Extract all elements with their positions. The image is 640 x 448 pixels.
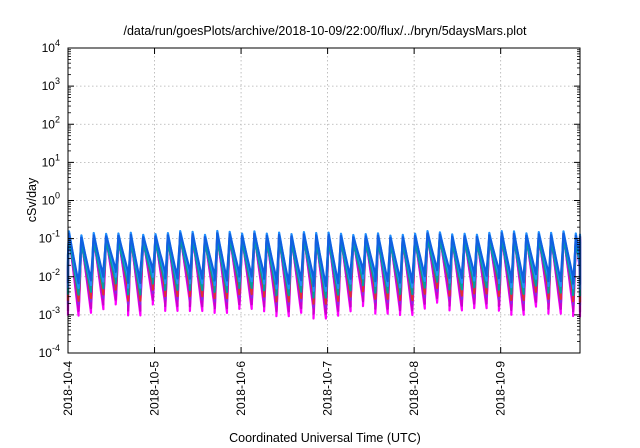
y-tick-label: 10-3 [39,305,60,322]
y-tick-label: 10-4 [39,343,60,360]
x-axis: 2018-10-4 2018-10-5 2018-10-6 2018-10-7 2018… [61,48,508,416]
grid-lines [68,48,580,353]
y-axis-label: cSv/day [25,177,39,222]
y-tick-label: 101 [42,152,60,169]
x-tick-label: 2018-10-7 [321,361,335,416]
y-tick-label: 104 [42,38,60,55]
x-axis-label: Coordinated Universal Time (UTC) [229,431,421,445]
x-tick-label: 2018-10-6 [234,361,248,416]
series-line [66,237,582,299]
x-tick-label: 2018-10-4 [61,361,75,416]
x-tick-label: 2018-10-8 [407,361,421,416]
y-tick-label: 10-1 [39,229,60,246]
y-tick-label: 103 [42,76,60,93]
data-series [66,229,582,320]
y-tick-label: 102 [42,114,60,131]
x-tick-label: 2018-10-5 [148,361,162,416]
chart-title: /data/run/goesPlots/archive/2018-10-09/2… [123,24,527,38]
series-line [66,232,582,288]
y-tick-label: 10-2 [39,267,60,284]
x-tick-label: 2018-10-9 [494,361,508,416]
y-tick-label: 100 [42,191,60,208]
